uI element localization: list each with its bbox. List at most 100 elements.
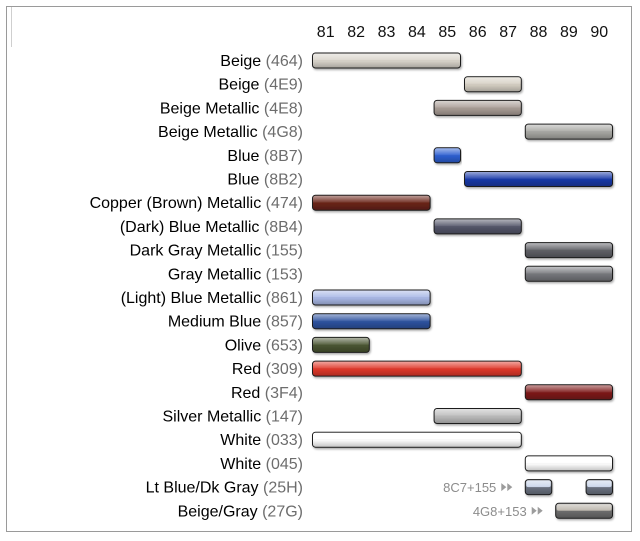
- row-label: Blue (8B7): [227, 148, 303, 165]
- paint-code: (8B4): [264, 219, 303, 236]
- row-label: Beige (4E9): [219, 77, 304, 94]
- availability-bar: [464, 76, 522, 93]
- availability-bar: [524, 123, 613, 140]
- paint-code: (4E9): [264, 77, 303, 94]
- paint-code: (861): [266, 290, 303, 307]
- paint-code: (4G8): [262, 124, 303, 141]
- paint-code: (147): [266, 409, 303, 426]
- row-label: White (045): [220, 456, 303, 473]
- color-name: Beige: [220, 53, 265, 70]
- double-arrow-icon: [501, 483, 513, 492]
- paint-code: (153): [266, 266, 303, 283]
- availability-bar: [433, 99, 522, 116]
- availability-bar: [312, 313, 431, 330]
- row-label: Beige/Gray (27G): [178, 503, 303, 520]
- availability-bar: [433, 408, 522, 424]
- paint-code: (653): [266, 337, 303, 354]
- paint-code: (8B7): [264, 148, 303, 165]
- availability-bar: [524, 479, 553, 496]
- availability-bar: [312, 431, 522, 448]
- row-label: Copper (Brown) Metallic (474): [90, 195, 303, 212]
- row-label: Medium Blue (857): [168, 314, 303, 331]
- availability-bar: [524, 242, 613, 259]
- color-name: Beige/Gray: [178, 503, 262, 520]
- availability-bar: [312, 194, 431, 211]
- year-tick-label: 83: [378, 24, 396, 41]
- color-name: White: [220, 432, 265, 449]
- availability-bar: [433, 218, 522, 235]
- row-label: White (033): [220, 432, 303, 449]
- combo-code-note: 4G8+153: [473, 504, 527, 519]
- row-label: Beige Metallic (4E8): [160, 100, 303, 117]
- availability-bar: [433, 147, 462, 164]
- combo-code-note: 8C7+155: [443, 480, 496, 495]
- availability-bar: [312, 360, 522, 377]
- color-name: Copper (Brown) Metallic: [90, 195, 266, 212]
- row-label: Blue (8B2): [227, 172, 303, 189]
- color-name: Lt Blue/Dk Gray: [146, 480, 263, 497]
- color-name: (Dark) Blue Metallic: [120, 219, 264, 236]
- availability-bar: [312, 52, 461, 69]
- availability-bar: [524, 384, 613, 401]
- paint-code: (25H): [263, 480, 303, 497]
- year-tick-label: 86: [469, 24, 487, 41]
- color-name: Medium Blue: [168, 314, 266, 331]
- year-tick-label: 87: [499, 24, 517, 41]
- row-label: Red (309): [232, 361, 303, 378]
- color-name: Silver Metallic: [163, 409, 266, 426]
- paint-code: (27G): [262, 503, 303, 520]
- paint-code: (857): [266, 314, 303, 331]
- year-tick-label: 89: [560, 24, 578, 41]
- paint-code: (155): [266, 243, 303, 260]
- color-name: Gray Metallic: [168, 266, 266, 283]
- row-label: Lt Blue/Dk Gray (25H): [146, 480, 303, 497]
- year-tick-label: 85: [438, 24, 456, 41]
- color-name: Blue: [227, 148, 263, 165]
- color-name: Red: [232, 361, 266, 378]
- availability-bar: [464, 171, 613, 187]
- color-name: White: [220, 456, 265, 473]
- paint-code: (3F4): [265, 385, 303, 402]
- color-name: Blue: [227, 172, 263, 189]
- year-axis: 81 82 83 84 85 86 87 88 89 90: [317, 24, 608, 41]
- row-label: (Dark) Blue Metallic (8B4): [120, 219, 303, 236]
- bars: 8C7+155 4G8+153: [312, 52, 614, 519]
- year-tick-label: 90: [590, 24, 608, 41]
- year-tick-label: 81: [317, 24, 335, 41]
- availability-bar: [585, 479, 613, 496]
- year-tick-label: 88: [530, 24, 548, 41]
- row-label: Red (3F4): [231, 385, 303, 402]
- availability-bar: [524, 265, 613, 282]
- paint-code: (309): [266, 361, 303, 378]
- color-name: Beige: [219, 77, 264, 94]
- row-label: Silver Metallic (147): [163, 409, 304, 426]
- availability-bar: [555, 502, 614, 519]
- row-label: Beige (464): [220, 53, 303, 70]
- row-label: Dark Gray Metallic (155): [130, 243, 303, 260]
- paint-code: (8B2): [264, 172, 303, 189]
- year-tick-label: 82: [347, 24, 365, 41]
- row-label: Olive (653): [225, 337, 303, 354]
- availability-bar: [524, 455, 613, 472]
- double-arrow-icon: [531, 506, 543, 515]
- color-name: Beige Metallic: [158, 124, 262, 141]
- color-name: Olive: [225, 337, 266, 354]
- row-label: Gray Metallic (153): [168, 266, 303, 283]
- year-tick-label: 84: [408, 24, 426, 41]
- availability-bar: [312, 289, 431, 306]
- paint-code: (045): [266, 456, 303, 473]
- paint-code: (033): [266, 432, 303, 449]
- color-name: Dark Gray Metallic: [130, 243, 266, 260]
- row-label: (Light) Blue Metallic (861): [121, 290, 303, 307]
- availability-bar: [312, 336, 370, 353]
- color-name: Red: [231, 385, 265, 402]
- frame-notch: [7, 7, 12, 47]
- row-labels: Beige (464)Beige (4E9)Beige Metallic (4E…: [90, 53, 303, 520]
- row-label: Beige Metallic (4G8): [158, 124, 303, 141]
- color-name: Beige Metallic: [160, 100, 264, 117]
- color-name: (Light) Blue Metallic: [121, 290, 266, 307]
- paint-code: (474): [266, 195, 303, 212]
- paint-code: (4E8): [264, 100, 303, 117]
- paint-code: (464): [266, 53, 303, 70]
